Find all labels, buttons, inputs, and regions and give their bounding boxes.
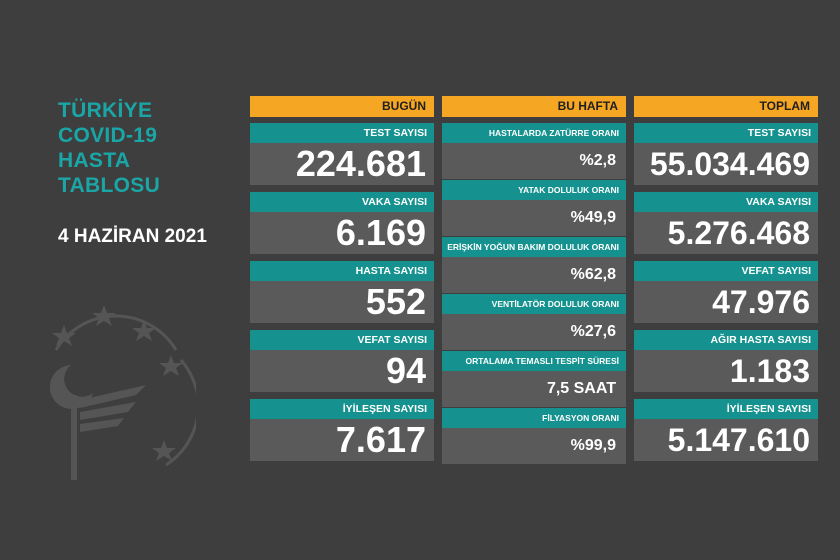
stat-card: HASTA SAYISI 552 — [250, 261, 434, 323]
page-title: TÜRKİYE COVID-19 HASTA TABLOSU — [58, 98, 160, 198]
stat-value: %27,6 — [442, 314, 626, 350]
today-header: BUGÜN — [250, 96, 434, 117]
stat-card: VEFAT SAYISI 94 — [250, 330, 434, 392]
stat-card: İYİLEŞEN SAYISI 7.617 — [250, 399, 434, 461]
stat-card: HASTALARDA ZATÜRRE ORANI %2,8 — [442, 123, 626, 179]
stat-value: 5.147.610 — [634, 419, 818, 461]
stat-label: YATAK DOLULUK ORANI — [442, 180, 626, 200]
stat-card: AĞIR HASTA SAYISI 1.183 — [634, 330, 818, 392]
stat-card: YATAK DOLULUK ORANI %49,9 — [442, 180, 626, 236]
stat-label: VEFAT SAYISI — [634, 261, 818, 281]
stat-value: 224.681 — [250, 143, 434, 185]
stat-card: VENTİLATÖR DOLULUK ORANI %27,6 — [442, 294, 626, 350]
stat-label: FİLYASYON ORANI — [442, 408, 626, 428]
stat-card: FİLYASYON ORANI %99,9 — [442, 408, 626, 464]
stat-card: ERİŞKİN YOĞUN BAKIM DOLULUK ORANI %62,8 — [442, 237, 626, 293]
stat-value: 55.034.469 — [634, 143, 818, 185]
ministry-emblem-icon — [49, 305, 196, 480]
title-line: TÜRKİYE — [58, 99, 153, 122]
stat-label: ORTALAMA TEMASLI TESPİT SÜRESİ — [442, 351, 626, 371]
stat-value: 6.169 — [250, 212, 434, 254]
stat-value: %49,9 — [442, 200, 626, 236]
stat-value: 7,5 SAAT — [442, 371, 626, 407]
stat-label: HASTA SAYISI — [250, 261, 434, 281]
stat-label: VENTİLATÖR DOLULUK ORANI — [442, 294, 626, 314]
stat-value: 7.617 — [250, 419, 434, 461]
stat-label: İYİLEŞEN SAYISI — [634, 399, 818, 419]
stat-value: %62,8 — [442, 257, 626, 293]
stat-label: AĞIR HASTA SAYISI — [634, 330, 818, 350]
title-line: COVID-19 — [58, 124, 158, 147]
stat-label: VAKA SAYISI — [634, 192, 818, 212]
stat-value: %2,8 — [442, 143, 626, 179]
stat-value: 94 — [250, 350, 434, 392]
title-line: TABLOSU — [58, 174, 161, 197]
stat-label: ERİŞKİN YOĞUN BAKIM DOLULUK ORANI — [442, 237, 626, 257]
stat-card: İYİLEŞEN SAYISI 5.147.610 — [634, 399, 818, 461]
total-header: TOPLAM — [634, 96, 818, 117]
stat-label: TEST SAYISI — [634, 123, 818, 143]
stat-label: VEFAT SAYISI — [250, 330, 434, 350]
stat-value: %99,9 — [442, 428, 626, 464]
stat-card: TEST SAYISI 55.034.469 — [634, 123, 818, 185]
stat-value: 552 — [250, 281, 434, 323]
stat-label: İYİLEŞEN SAYISI — [250, 399, 434, 419]
stat-value: 47.976 — [634, 281, 818, 323]
week-header: BU HAFTA — [442, 96, 626, 117]
report-date: 4 HAZİRAN 2021 — [58, 226, 207, 247]
stat-label: HASTALARDA ZATÜRRE ORANI — [442, 123, 626, 143]
stat-value: 5.276.468 — [634, 212, 818, 254]
stat-card: VAKA SAYISI 5.276.468 — [634, 192, 818, 254]
total-column: TOPLAM TEST SAYISI 55.034.469 VAKA SAYIS… — [634, 96, 818, 461]
stat-card: ORTALAMA TEMASLI TESPİT SÜRESİ 7,5 SAAT — [442, 351, 626, 407]
stat-card: TEST SAYISI 224.681 — [250, 123, 434, 185]
stat-card: VEFAT SAYISI 47.976 — [634, 261, 818, 323]
stat-card: VAKA SAYISI 6.169 — [250, 192, 434, 254]
stat-label: TEST SAYISI — [250, 123, 434, 143]
week-column: BU HAFTA HASTALARDA ZATÜRRE ORANI %2,8 Y… — [442, 96, 626, 464]
stat-label: VAKA SAYISI — [250, 192, 434, 212]
today-column: BUGÜN TEST SAYISI 224.681 VAKA SAYISI 6.… — [250, 96, 434, 461]
title-line: HASTA — [58, 149, 131, 172]
stat-value: 1.183 — [634, 350, 818, 392]
